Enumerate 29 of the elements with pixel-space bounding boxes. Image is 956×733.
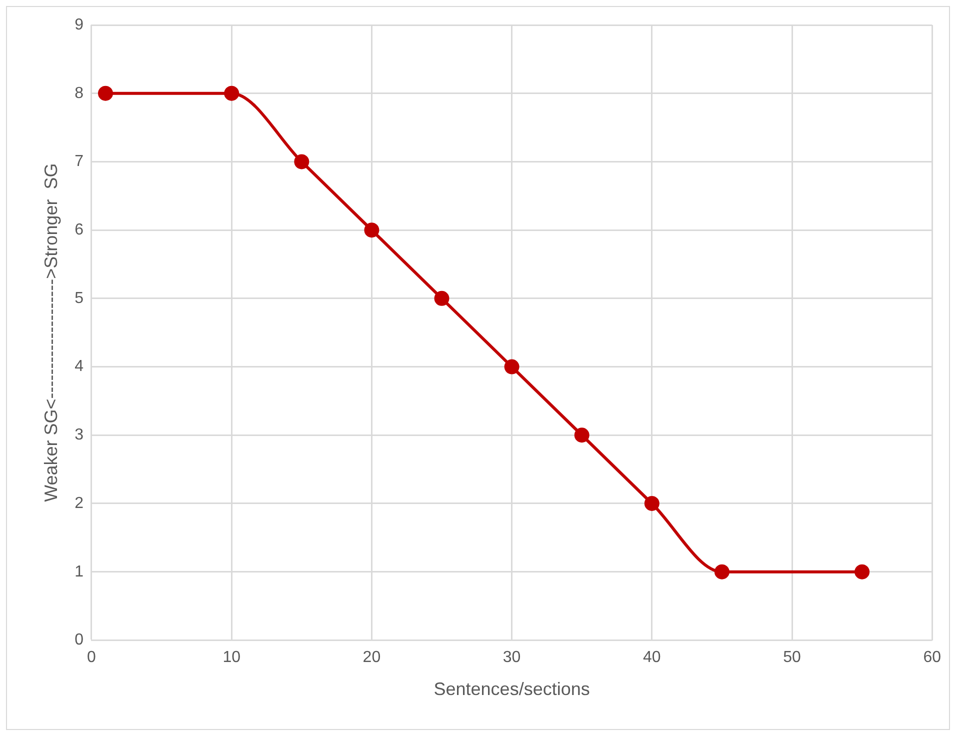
point	[574, 428, 590, 443]
x-tick-label: 50	[783, 649, 801, 666]
y-tick-label: 0	[74, 632, 84, 649]
x-tick-label: 20	[362, 649, 381, 666]
x-tick-label: 30	[502, 649, 521, 666]
point	[98, 86, 114, 101]
x-tick-label: 40	[643, 649, 661, 666]
y-tick-label: 5	[74, 290, 84, 307]
point	[504, 359, 520, 374]
point	[714, 564, 730, 580]
point	[854, 564, 870, 580]
point	[364, 222, 380, 238]
y-tick-label: 6	[74, 221, 84, 238]
y-tick-label: 2	[74, 494, 84, 512]
point	[224, 86, 240, 101]
x-tick-label: 60	[923, 649, 942, 666]
point	[644, 496, 660, 511]
y-tick-label: 8	[74, 84, 84, 102]
point	[294, 154, 310, 170]
x-tick-label: 10	[222, 649, 241, 666]
y-tick-label: 1	[74, 563, 84, 580]
x-tick-label: 0	[87, 649, 96, 666]
x-axis-title: Sentences/sections	[434, 679, 590, 700]
y-tick-label: 3	[74, 426, 84, 444]
point	[434, 290, 450, 306]
y-tick-label: 7	[74, 153, 84, 170]
y-axis-title: Weaker SG<-------------------->Stronger SG	[40, 163, 61, 502]
y-tick-label: 4	[74, 358, 84, 376]
y-tick-label: 9	[74, 16, 84, 34]
